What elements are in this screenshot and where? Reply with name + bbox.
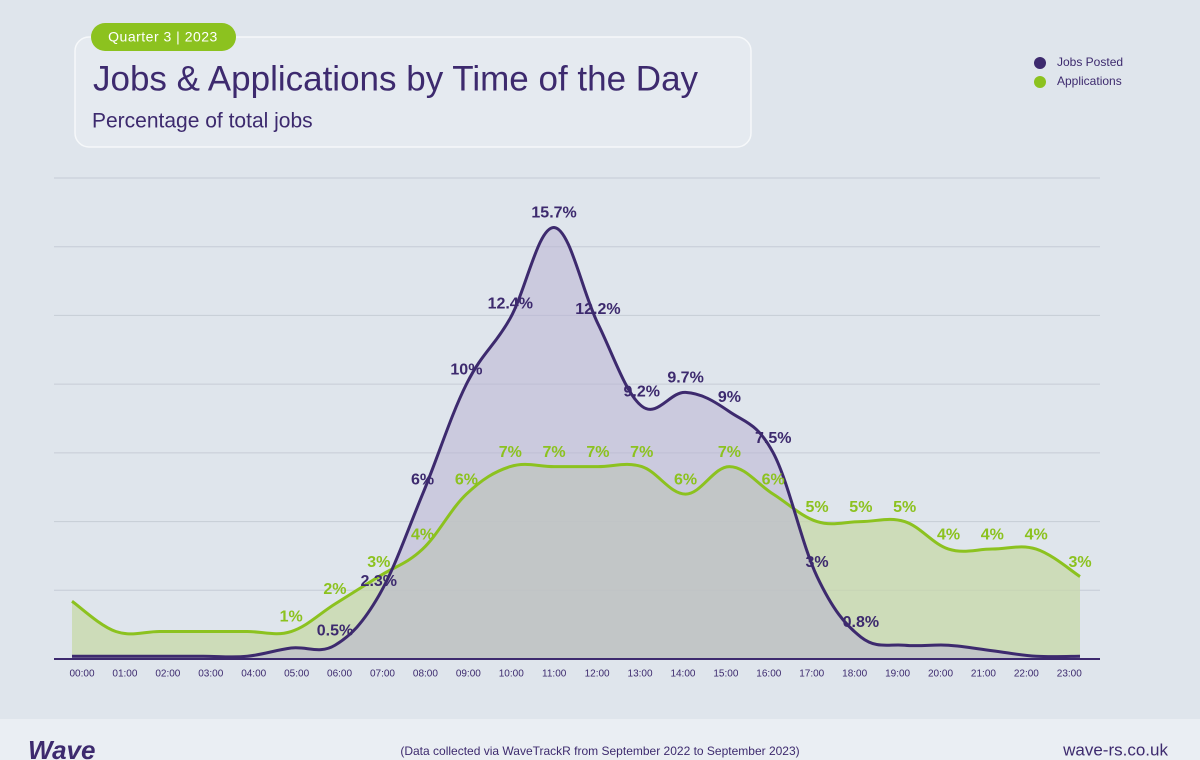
data-label: 2% [323, 581, 346, 598]
data-label: 6% [674, 471, 697, 488]
x-tick-label: 03:00 [198, 669, 223, 680]
logo: Wave [28, 735, 95, 760]
data-label: 0.5% [317, 622, 353, 639]
x-tick-label: 14:00 [670, 669, 695, 680]
data-label: 6% [411, 471, 434, 488]
chart-title: Jobs & Applications by Time of the Day [93, 59, 699, 98]
x-tick-label: 02:00 [155, 669, 180, 680]
x-tick-label: 19:00 [885, 669, 910, 680]
data-label: 9.2% [624, 383, 660, 400]
data-label: 0.8% [843, 614, 879, 631]
x-tick-label: 08:00 [413, 669, 438, 680]
x-tick-label: 06:00 [327, 669, 352, 680]
chart-subtitle: Percentage of total jobs [92, 110, 313, 133]
x-tick-label: 01:00 [112, 669, 137, 680]
data-label: 5% [805, 499, 828, 516]
x-tick-label: 10:00 [499, 669, 524, 680]
data-label: 4% [981, 526, 1004, 543]
x-tick-label: 17:00 [799, 669, 824, 680]
x-tick-label: 18:00 [842, 669, 867, 680]
footer-band [0, 719, 1200, 760]
data-label: 12.4% [488, 295, 533, 312]
badge-text: Quarter 3 | 2023 [108, 29, 218, 45]
x-tick-label: 11:00 [542, 669, 567, 680]
x-tick-label: 04:00 [241, 669, 266, 680]
legend-label: Jobs Posted [1057, 55, 1123, 69]
x-tick-label: 05:00 [284, 669, 309, 680]
header-box [74, 36, 752, 148]
data-label: 6% [455, 471, 478, 488]
data-label: 15.7% [531, 205, 576, 222]
line [72, 225, 1081, 659]
legend-marker [1034, 57, 1046, 69]
badge [91, 23, 236, 51]
data-label: 4% [1025, 526, 1048, 543]
data-label: 7% [630, 444, 653, 461]
data-label: 10% [450, 361, 482, 378]
x-tick-label: 07:00 [370, 669, 395, 680]
x-tick-label: 23:00 [1057, 669, 1082, 680]
x-tick-label: 13:00 [628, 669, 653, 680]
data-label: 9.7% [667, 370, 703, 387]
legend-label: Applications [1057, 74, 1122, 88]
data-label: 1% [280, 609, 303, 626]
legend-marker [1034, 76, 1046, 88]
site-url: wave-rs.co.uk [1062, 740, 1168, 759]
x-tick-label: 16:00 [756, 669, 781, 680]
source-note: (Data collected via WaveTrackR from Sept… [400, 744, 799, 758]
data-label: 7% [543, 444, 566, 461]
x-tick-label: 12:00 [585, 669, 610, 680]
data-label: 7% [499, 444, 522, 461]
data-label: 5% [849, 499, 872, 516]
data-label: 9% [718, 389, 741, 406]
data-label: 7% [718, 444, 741, 461]
data-label: 3% [367, 554, 390, 571]
line [71, 462, 1081, 636]
area [72, 227, 1080, 659]
x-tick-label: 21:00 [971, 669, 996, 680]
data-label: 6% [762, 471, 785, 488]
x-tick-label: 00:00 [69, 669, 94, 680]
data-label: 3% [805, 554, 828, 571]
data-label: 4% [411, 526, 434, 543]
data-label: 4% [937, 526, 960, 543]
data-label: 2.3% [361, 573, 397, 590]
data-label: 5% [893, 499, 916, 516]
x-tick-label: 15:00 [713, 669, 738, 680]
x-tick-label: 09:00 [456, 669, 481, 680]
data-label: 7.5% [755, 430, 791, 447]
x-tick-label: 20:00 [928, 669, 953, 680]
data-label: 3% [1068, 554, 1091, 571]
data-label: 12.2% [575, 301, 620, 318]
x-tick-label: 22:00 [1014, 669, 1039, 680]
data-label: 7% [586, 444, 609, 461]
